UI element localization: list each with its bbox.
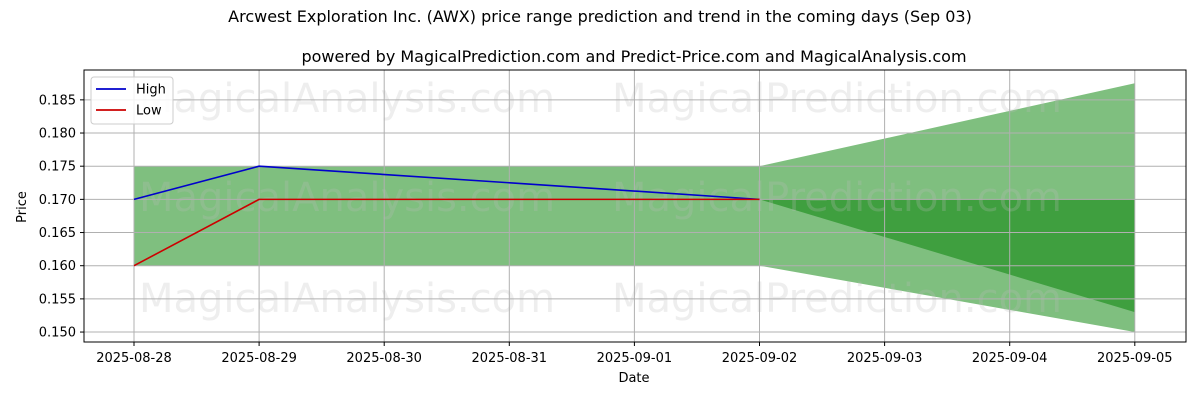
y-axis-ticks: 0.150 0.155 0.160 0.165 0.170 0.175 0.180 0.185 bbox=[39, 93, 84, 341]
y-tick-label: 0.155 bbox=[39, 292, 76, 307]
legend-label-high: High bbox=[136, 83, 166, 98]
series-line-low bbox=[133, 198, 760, 267]
x-tick-label: 2025-09-05 bbox=[1097, 351, 1173, 366]
x-axis-ticks: 2025-08-28 2025-08-29 2025-08-30 2025-08-31… bbox=[96, 342, 1173, 366]
band-historical-range bbox=[134, 166, 760, 266]
chart-subtitle: powered by MagicalPrediction.com and Pre… bbox=[301, 47, 966, 66]
x-tick-label: 2025-08-30 bbox=[346, 351, 422, 366]
plot-frame bbox=[83, 69, 1187, 343]
y-tick-label: 0.150 bbox=[39, 326, 76, 341]
y-tick-label: 0.165 bbox=[39, 226, 76, 241]
x-tick-label: 2025-08-31 bbox=[472, 351, 548, 366]
legend: High Low bbox=[90, 76, 174, 125]
series-lines bbox=[133, 165, 760, 267]
watermark-text: MagicalPrediction.com bbox=[612, 175, 1062, 221]
y-tick-label: 0.170 bbox=[39, 193, 76, 208]
x-tick-label: 2025-08-28 bbox=[96, 351, 172, 366]
y-tick-label: 0.160 bbox=[39, 259, 76, 274]
y-axis-label: Price bbox=[15, 191, 30, 223]
x-axis-label: Date bbox=[618, 371, 649, 386]
watermark-text: MagicalAnalysis.com bbox=[139, 76, 555, 122]
x-tick-label: 2025-09-04 bbox=[972, 351, 1048, 366]
y-tick-label: 0.185 bbox=[39, 93, 76, 108]
x-tick-label: 2025-09-02 bbox=[722, 351, 798, 366]
range-bands bbox=[134, 83, 1135, 333]
x-tick-label: 2025-09-03 bbox=[847, 351, 923, 366]
legend-label-low: Low bbox=[136, 104, 162, 119]
chart-title: Arcwest Exploration Inc. (AWX) price ran… bbox=[228, 7, 972, 26]
watermark-text: MagicalPrediction.com bbox=[612, 76, 1062, 122]
x-tick-label: 2025-08-29 bbox=[221, 351, 297, 366]
series-line-high bbox=[133, 165, 760, 201]
band-prediction-inner bbox=[759, 199, 1135, 313]
x-tick-label: 2025-09-01 bbox=[597, 351, 673, 366]
y-tick-label: 0.180 bbox=[39, 127, 76, 142]
watermark-text: MagicalAnalysis.com bbox=[139, 175, 555, 221]
y-tick-label: 0.175 bbox=[39, 160, 76, 175]
